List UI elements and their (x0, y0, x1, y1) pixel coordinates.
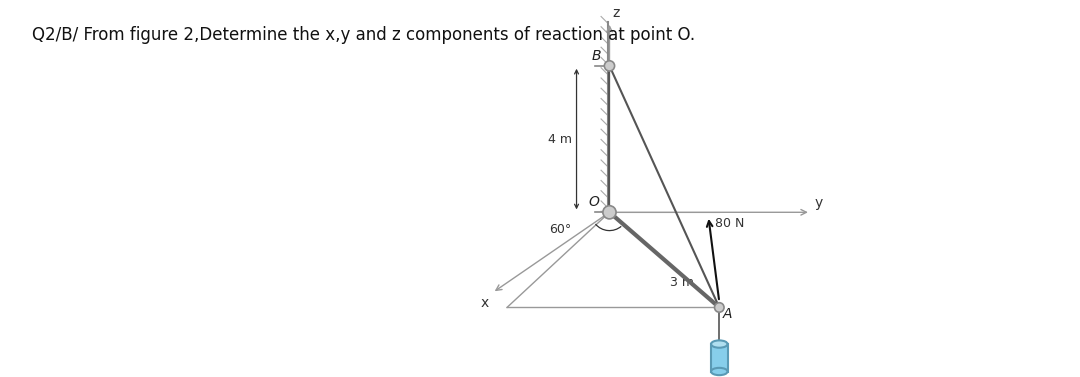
Text: O: O (589, 195, 599, 208)
Ellipse shape (711, 340, 728, 348)
Text: 60°: 60° (549, 223, 571, 236)
Text: 3 m: 3 m (670, 276, 693, 289)
Bar (711, 344, 728, 371)
Circle shape (603, 206, 616, 219)
Text: Q2/B/ From figure 2,Determine the x,y and z components of reaction at point O.: Q2/B/ From figure 2,Determine the x,y an… (32, 26, 696, 44)
Text: y: y (814, 196, 823, 210)
Circle shape (715, 303, 724, 312)
Text: A: A (723, 308, 732, 322)
Text: 80 N: 80 N (715, 217, 744, 230)
Text: x: x (481, 296, 488, 311)
Circle shape (605, 61, 615, 71)
Ellipse shape (711, 368, 728, 375)
Text: 4 m: 4 m (549, 133, 572, 146)
Text: B: B (592, 49, 602, 63)
Text: z: z (612, 6, 620, 20)
